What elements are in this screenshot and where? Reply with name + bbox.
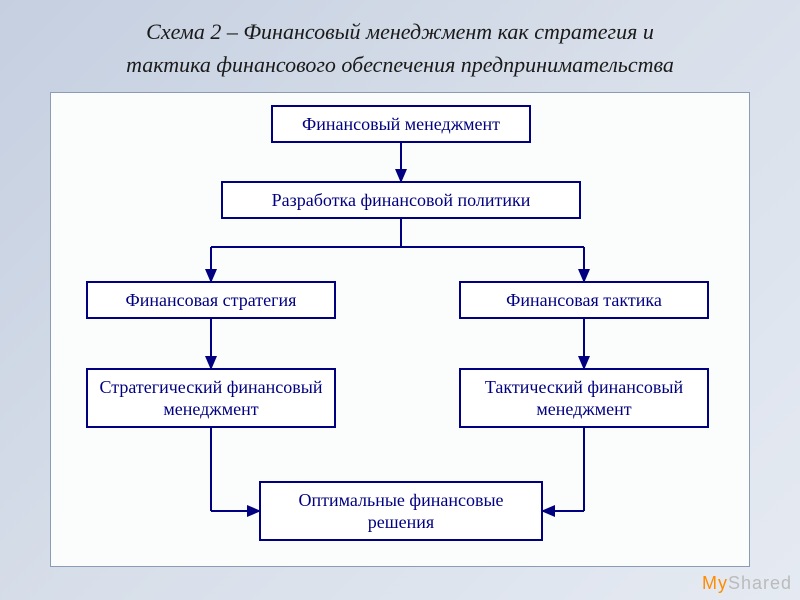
watermark: MyShared — [702, 573, 792, 594]
flowchart-container: Финансовый менеджмент Разработка финансов… — [50, 92, 750, 567]
watermark-part2: Shared — [728, 573, 792, 593]
flowchart-node-n7: Оптимальные финансовые решения — [259, 481, 543, 541]
flowchart-node-n2: Разработка финансовой политики — [221, 181, 581, 219]
flowchart-node-n4: Финансовая тактика — [459, 281, 709, 319]
title-line-1: Схема 2 – Финансовый менеджмент как стра… — [60, 15, 740, 48]
flowchart-node-n1: Финансовый менеджмент — [271, 105, 531, 143]
flowchart-node-n3: Финансовая стратегия — [86, 281, 336, 319]
flowchart-node-n5: Стратегический финансовый менеджмент — [86, 368, 336, 428]
diagram-title: Схема 2 – Финансовый менеджмент как стра… — [0, 0, 800, 91]
title-line-2: тактика финансового обеспечения предприн… — [60, 48, 740, 81]
watermark-part1: My — [702, 573, 728, 593]
flowchart-node-n6: Тактический финансовый менеджмент — [459, 368, 709, 428]
